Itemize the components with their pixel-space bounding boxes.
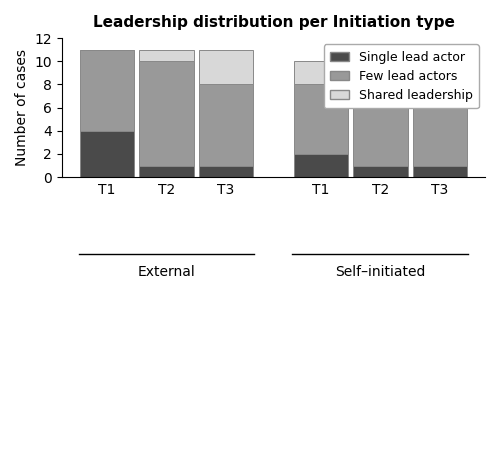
Bar xyxy=(139,50,194,61)
Bar xyxy=(198,165,253,177)
Bar xyxy=(412,61,467,96)
Title: Leadership distribution per Initiation type: Leadership distribution per Initiation t… xyxy=(92,15,454,30)
Bar xyxy=(353,61,408,108)
Y-axis label: Number of cases: Number of cases xyxy=(15,49,29,166)
Text: Self–initiated: Self–initiated xyxy=(335,265,426,279)
Bar xyxy=(139,61,194,165)
Legend: Single lead actor, Few lead actors, Shared leadership: Single lead actor, Few lead actors, Shar… xyxy=(324,45,479,109)
Bar xyxy=(80,50,134,131)
Bar xyxy=(294,154,348,177)
Bar xyxy=(412,165,467,177)
Bar xyxy=(353,108,408,165)
Bar xyxy=(198,50,253,84)
Bar xyxy=(294,61,348,84)
Bar xyxy=(139,165,194,177)
Bar xyxy=(80,131,134,177)
Bar xyxy=(198,84,253,165)
Bar xyxy=(412,96,467,165)
Bar xyxy=(294,84,348,154)
Bar xyxy=(353,165,408,177)
Text: External: External xyxy=(138,265,196,279)
